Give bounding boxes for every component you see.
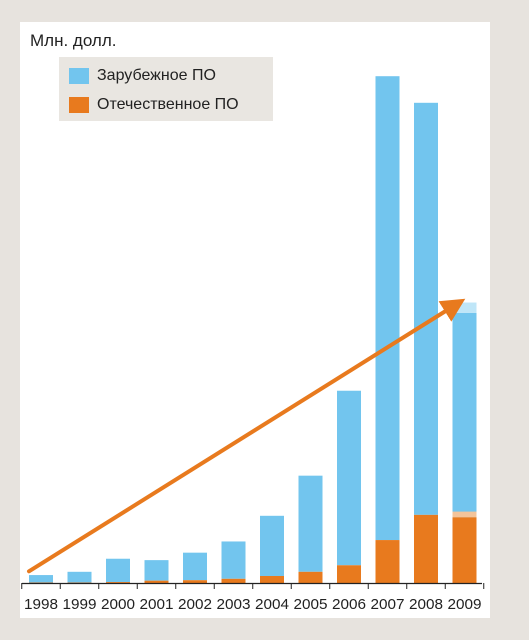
bar-foreign-2009 [452, 312, 477, 518]
bar-domestic-2005 [298, 571, 323, 583]
bar-domestic-2004 [260, 576, 284, 583]
bar-domestic-estimate [452, 511, 477, 518]
x-tick-label-2009: 2009 [448, 596, 482, 613]
x-tick-label-2006: 2006 [332, 596, 366, 613]
bar-domestic-2003 [221, 578, 246, 583]
bar-foreign-2005 [298, 475, 323, 572]
x-tick-label-2008: 2008 [409, 596, 443, 613]
trend-arrow [27, 298, 466, 574]
bar-foreign-2004 [260, 515, 284, 576]
bar-foreign-2000 [106, 558, 130, 583]
legend-item-foreign: Зарубежное ПО [69, 66, 216, 86]
bar-foreign-2001 [144, 560, 169, 581]
bar-domestic-2008 [414, 514, 438, 583]
x-tick-label-2005: 2005 [294, 596, 328, 613]
legend-label-domestic: Отечественное ПО [97, 96, 239, 113]
bar-foreign-2006 [337, 390, 361, 566]
x-tick-label-2001: 2001 [140, 596, 174, 613]
legend-swatch-domestic [69, 97, 89, 113]
bar-foreign-2003 [221, 541, 246, 579]
legend-item-domestic: Отечественное ПО [69, 95, 239, 115]
bar-domestic-2001 [144, 580, 169, 583]
x-tick-label-2002: 2002 [178, 596, 212, 613]
x-tick-label-2004: 2004 [255, 596, 289, 613]
bar-domestic-2006 [337, 565, 361, 583]
legend-swatch-foreign [69, 68, 89, 84]
bar-domestic-2009 [452, 517, 477, 583]
plot-area [20, 22, 490, 618]
x-tick-label-2000: 2000 [101, 596, 135, 613]
x-tick-label-1999: 1999 [63, 596, 97, 613]
x-tick-label-2003: 2003 [217, 596, 251, 613]
bar-domestic-2000 [106, 582, 130, 583]
y-axis-unit-label: Млн. долл. [30, 31, 117, 50]
bar-foreign-2007 [375, 76, 400, 541]
bar-foreign-1999 [67, 571, 92, 583]
bar-domestic-2007 [375, 540, 400, 583]
bar-foreign-1998 [29, 575, 53, 583]
legend: Зарубежное ПО Отечественное ПО [59, 57, 273, 121]
bar-foreign-2002 [183, 552, 207, 581]
bar-domestic-2002 [183, 580, 207, 583]
x-tick-label-1998: 1998 [24, 596, 58, 613]
legend-label-foreign: Зарубежное ПО [97, 67, 216, 84]
bar-foreign-2008 [414, 102, 438, 515]
x-tick-label-2007: 2007 [371, 596, 405, 613]
